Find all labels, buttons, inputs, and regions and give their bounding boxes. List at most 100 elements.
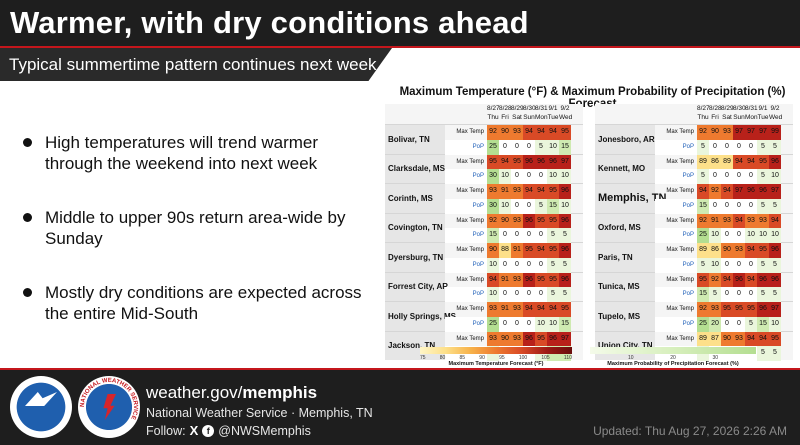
max-temp-label: Max Temp	[666, 158, 694, 165]
pop-cell: 0	[733, 139, 745, 155]
pop-label: PoP	[445, 198, 487, 214]
pop-row: 15 5 0 0 0 5 5	[697, 287, 781, 302]
temp-cell: 92	[709, 272, 721, 288]
pop-cell: 5	[769, 139, 781, 155]
temp-cell: 92	[709, 184, 721, 199]
pop-cell: 0	[511, 287, 523, 302]
temp-row: 95 92 94 96 94 96 96	[697, 272, 781, 288]
temp-cell: 95	[547, 184, 559, 199]
pop-cell: 0	[499, 228, 511, 243]
max-temp-label: Max Temp	[666, 335, 694, 342]
bullet-list: High temperatures will trend warmer thro…	[20, 132, 380, 357]
date-header-row: 8/27 Thu 8/28 Fri 8/29 Sat 8/30 Sun 8/31 Mon 9/1 Tu…	[487, 104, 583, 124]
day-label: Wed	[769, 114, 783, 121]
pop-cell: 5	[559, 228, 571, 243]
city-row: Paris, TN Max Temp PoP 89 86 90 93 94 95 96 5 10 0 0 0…	[595, 242, 793, 273]
temp-cell: 92	[697, 302, 709, 317]
temp-cell: 86	[709, 154, 721, 170]
date-label: 8/27	[697, 105, 710, 112]
legend-tick: 110	[563, 355, 572, 361]
pop-cell: 0	[721, 287, 733, 302]
facebook-icon[interactable]: f	[202, 424, 215, 437]
pop-cell: 10	[769, 169, 781, 184]
pop-label: PoP	[445, 257, 487, 273]
temp-cell: 90	[487, 243, 499, 258]
row-labels: Max Temp PoP	[445, 184, 487, 214]
value-cells: 92 93 95 95 95 96 97 25 20 0 0 5 15 10	[697, 302, 781, 332]
pop-cell: 25	[697, 316, 709, 332]
max-temp-label: Max Temp	[666, 188, 694, 194]
pop-row: 5 0 0 0 0 5 10	[697, 169, 781, 184]
pop-cell: 0	[535, 257, 547, 273]
temp-cell: 90	[499, 213, 511, 229]
day-label: Sun	[733, 114, 745, 121]
date-header-cell: 8/30 Sun	[523, 104, 536, 124]
pop-cell: 10	[769, 228, 781, 243]
pop-cell: 5	[697, 257, 709, 273]
temp-row: 94 91 93 96 95 95 96	[487, 272, 571, 288]
footer-bar: NATIONAL WEATHER SERVICE weather.gov/mem…	[0, 370, 800, 445]
pop-cell: 0	[499, 287, 511, 302]
date-header-cell: 8/27 Thu	[697, 104, 710, 124]
pop-cell: 0	[535, 228, 547, 243]
max-temp-label: Max Temp	[666, 247, 694, 253]
social-handle[interactable]: @NWSMemphis	[218, 423, 311, 438]
date-label: 8/31	[535, 105, 548, 112]
pop-row: 25 20 0 0 5 15 10	[697, 316, 781, 332]
pop-label: PoP	[655, 169, 697, 184]
pop-cell: 5	[697, 169, 709, 184]
header-bar: Warmer, with dry conditions ahead	[0, 0, 800, 46]
day-label: Sat	[722, 114, 732, 121]
bullet-item: High temperatures will trend warmer thro…	[20, 132, 380, 174]
temp-cell: 94	[745, 154, 757, 170]
row-labels: Max Temp PoP	[655, 243, 697, 273]
temp-cell: 95	[757, 154, 769, 170]
pop-cell: 30	[487, 169, 499, 184]
pop-cell: 0	[745, 257, 757, 273]
pop-cell: 0	[721, 139, 733, 155]
temp-cell: 88	[499, 243, 511, 258]
temp-cell: 96	[547, 331, 559, 347]
pop-cell: 5	[769, 257, 781, 273]
max-temp-label: Max Temp	[666, 306, 694, 312]
website-link[interactable]: weather.gov/memphis	[146, 383, 318, 402]
temp-cell: 96	[547, 154, 559, 170]
temp-cell: 95	[559, 125, 571, 140]
page-subtitle: Typical summertime pattern continues nex…	[9, 55, 377, 74]
temp-cell: 94	[547, 125, 559, 140]
pop-cell: 5	[535, 139, 547, 155]
row-labels: Max Temp PoP	[655, 302, 697, 332]
temp-cell: 96	[535, 154, 547, 170]
pop-cell: 5	[559, 287, 571, 302]
temp-cell: 97	[769, 302, 781, 317]
pop-cell: 0	[733, 169, 745, 184]
value-cells: 92 90 93 97 97 97 99 5 0 0 0 0 5 5	[697, 125, 781, 155]
value-cells: 94 92 94 97 96 96 97 15 0 0 0 0 5 5	[697, 184, 781, 214]
pop-cell: 10	[499, 169, 511, 184]
pop-cell: 0	[733, 287, 745, 302]
city-row: Tupelo, MS Max Temp PoP 92 93 95 95 95 96 97 25 20 0…	[595, 301, 793, 332]
temp-row: 92 93 95 95 95 96 97	[697, 302, 781, 317]
pop-cell: 5	[757, 257, 769, 273]
pop-cell: 15	[487, 228, 499, 243]
pop-cell: 0	[745, 139, 757, 155]
date-header-cell: 8/29 Sat	[721, 104, 734, 124]
temp-cell: 95	[745, 302, 757, 317]
max-temp-label: Max Temp	[456, 276, 484, 283]
value-cells: 92 90 93 96 95 95 96 15 0 0 0 0 5 5	[487, 213, 571, 243]
temp-cell: 93	[757, 213, 769, 229]
city-row: Memphis, TN Max Temp PoP 94 92 94 97 96 96 97 15 0 0…	[595, 183, 793, 214]
pop-cell: 0	[523, 287, 535, 302]
pop-cell: 5	[745, 316, 757, 332]
date-label: 9/1	[548, 105, 558, 112]
temp-legend-ticks: 75 80 85 90 95 100 105 110	[420, 355, 572, 361]
temp-cell: 91	[499, 272, 511, 288]
temp-cell: 95	[511, 154, 523, 170]
x-icon[interactable]: X	[189, 423, 199, 438]
pop-cell: 10	[559, 169, 571, 184]
temp-row: 92 91 93 94 93 93 94	[697, 213, 781, 229]
pop-cell: 25	[487, 139, 499, 155]
temp-cell: 95	[721, 302, 733, 317]
footer-accent-line	[0, 368, 800, 370]
